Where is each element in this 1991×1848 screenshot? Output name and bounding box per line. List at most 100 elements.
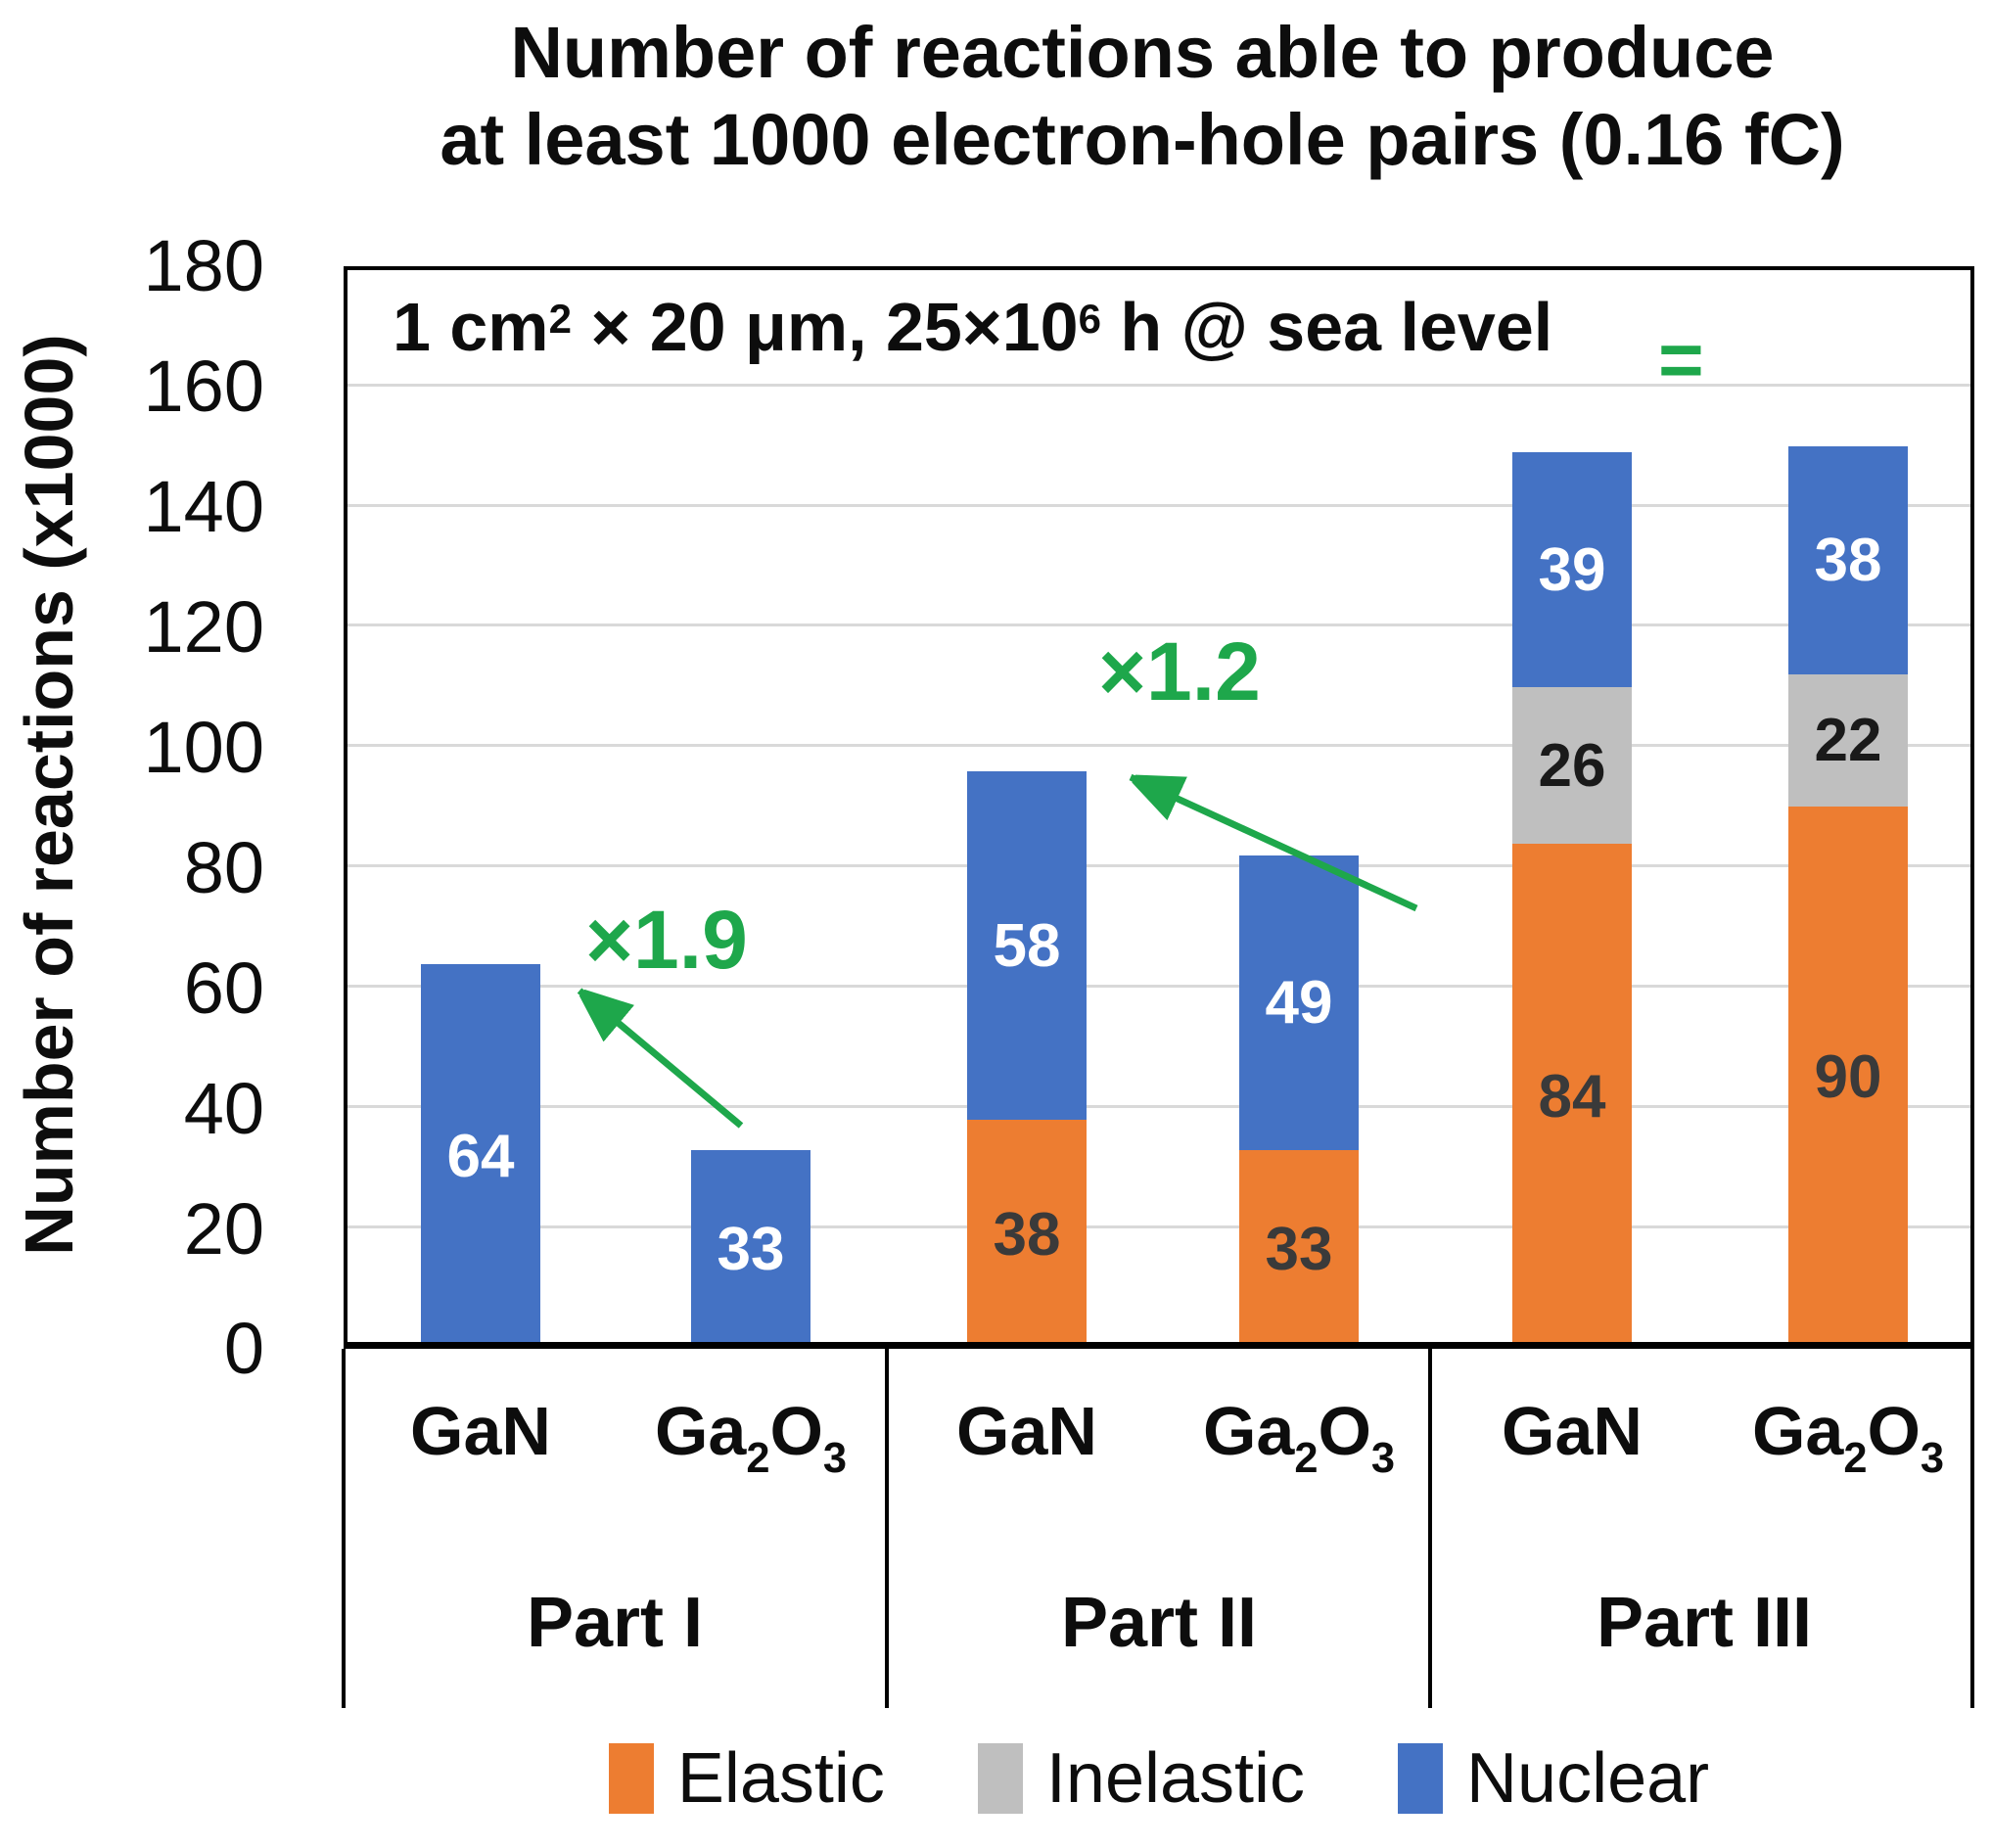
gridline-20 <box>344 1225 1974 1228</box>
y-tick-60: 60 <box>183 947 264 1029</box>
y-tick-80: 80 <box>183 827 264 908</box>
ga2o3-text: O <box>1867 1393 1921 1469</box>
x-axis-divider <box>1970 1349 1974 1708</box>
segment-nuclear: 38 <box>1788 446 1908 674</box>
segment-value-label: 84 <box>1538 1062 1606 1131</box>
x-label-part3-ga2o3: Ga2O3 <box>1721 1382 1975 1482</box>
x-label-part2-ga2o3: Ga2O3 <box>1172 1382 1426 1482</box>
segment-value-label: 38 <box>993 1200 1061 1269</box>
segment-value-label: 90 <box>1814 1043 1882 1111</box>
bar-part2-gan: 58 38 <box>967 771 1087 1349</box>
segment-value-label: 39 <box>1538 535 1606 604</box>
plot-area: 64 33 58 38 49 33 <box>344 266 1974 1349</box>
segment-nuclear: 33 <box>691 1150 810 1349</box>
elastic-swatch-icon <box>608 1743 654 1814</box>
group-label-part2: Part II <box>1060 1584 1258 1662</box>
note-text: h @ sea level <box>1100 289 1553 365</box>
segment-elastic: 38 <box>967 1120 1087 1349</box>
segment-value-label: 38 <box>1814 527 1882 594</box>
note-text: × 20 μm, 25×10 <box>571 289 1079 365</box>
segment-nuclear: 64 <box>421 964 540 1349</box>
plot-border-right <box>1970 266 1974 1349</box>
ga2o3-text: O <box>769 1393 823 1469</box>
x-axis-line <box>344 1342 1974 1349</box>
chart-title-line-1: Number of reactions able to produce <box>510 12 1775 93</box>
segment-inelastic: 26 <box>1512 687 1632 844</box>
gridline-100 <box>344 744 1974 747</box>
gridline-80 <box>344 864 1974 867</box>
note-superscript: 2 <box>548 295 572 342</box>
ga2o3-subscript: 3 <box>1920 1435 1945 1482</box>
plot-border-top <box>344 266 1974 270</box>
ga2o3-subscript: 3 <box>1370 1435 1396 1482</box>
bar-part1-gan: 64 <box>421 964 540 1349</box>
bar-part3-ga2o3: 38 22 90 <box>1788 446 1908 1348</box>
bar-part2-ga2o3: 49 33 <box>1239 855 1359 1349</box>
segment-value-label: 64 <box>446 1123 515 1190</box>
gridline-140 <box>344 504 1974 507</box>
y-axis-title: Number of reactions (x1000) <box>11 334 87 1256</box>
x-axis-divider <box>1428 1349 1432 1708</box>
y-tick-120: 120 <box>143 586 264 668</box>
y-tick-160: 160 <box>143 346 264 427</box>
gridline-40 <box>344 1105 1974 1108</box>
segment-elastic: 33 <box>1239 1150 1359 1349</box>
x-axis-divider <box>342 1349 346 1708</box>
y-tick-100: 100 <box>143 707 264 788</box>
x-axis-divider <box>885 1349 889 1708</box>
multiplier-annotation-part2: ×1.2 <box>1098 625 1261 717</box>
segment-nuclear: 49 <box>1239 855 1359 1150</box>
group-label-part3: Part III <box>1596 1584 1813 1662</box>
segment-elastic: 84 <box>1512 844 1632 1349</box>
ga2o3-text: Ga <box>654 1393 747 1469</box>
legend-item-inelastic: Inelastic <box>977 1738 1306 1819</box>
segment-value-label: 33 <box>1265 1216 1333 1283</box>
ga2o3-subscript: 2 <box>746 1435 770 1482</box>
ga2o3-text: Ga <box>1202 1393 1295 1469</box>
gridline-160 <box>344 384 1974 387</box>
legend: Elastic Inelastic Nuclear <box>344 1738 1974 1819</box>
legend-label-nuclear: Nuclear <box>1466 1739 1710 1818</box>
segment-elastic: 90 <box>1788 807 1908 1348</box>
conditions-note: 1 cm2 × 20 μm, 25×106 h @ sea level <box>393 288 1552 366</box>
chart-title: Number of reactions able to produce at l… <box>294 10 1991 184</box>
segment-value-label: 26 <box>1538 731 1606 800</box>
segment-value-label: 58 <box>993 911 1061 980</box>
y-tick-20: 20 <box>183 1188 264 1270</box>
plot-border-left <box>344 266 347 1349</box>
segment-value-label: 49 <box>1265 969 1333 1037</box>
x-label-part1-ga2o3: Ga2O3 <box>624 1382 878 1482</box>
legend-label-elastic: Elastic <box>676 1739 885 1818</box>
segment-nuclear: 58 <box>967 771 1087 1120</box>
bar-part1-ga2o3: 33 <box>691 1150 810 1349</box>
ga2o3-subscript: 2 <box>1843 1435 1868 1482</box>
group-label-part1: Part I <box>526 1584 704 1662</box>
gridline-60 <box>344 985 1974 988</box>
note-superscript: 6 <box>1078 295 1101 342</box>
legend-item-nuclear: Nuclear <box>1398 1738 1709 1819</box>
legend-label-inelastic: Inelastic <box>1045 1739 1306 1818</box>
note-text: 1 cm <box>393 289 549 365</box>
ga2o3-text: Ga <box>1751 1393 1844 1469</box>
y-tick-0: 0 <box>223 1308 264 1389</box>
x-label-part2-gan: GaN <box>956 1393 1097 1469</box>
x-label-part3-gan: GaN <box>1502 1393 1643 1469</box>
segment-value-label: 33 <box>717 1216 785 1283</box>
inelastic-swatch-icon <box>977 1743 1023 1814</box>
y-tick-40: 40 <box>183 1068 264 1149</box>
segment-inelastic: 22 <box>1788 674 1908 807</box>
segment-value-label: 22 <box>1814 707 1882 774</box>
legend-item-elastic: Elastic <box>608 1738 885 1819</box>
equals-annotation-part3: = <box>1658 316 1704 403</box>
y-tick-180: 180 <box>143 225 264 306</box>
bar-part3-gan: 39 26 84 <box>1512 452 1632 1349</box>
ga2o3-subscript: 3 <box>822 1435 848 1482</box>
chart-title-line-2: at least 1000 electron-hole pairs (0.16 … <box>440 98 1845 180</box>
nuclear-swatch-icon <box>1398 1743 1444 1814</box>
y-tick-140: 140 <box>143 466 264 547</box>
ga2o3-subscript: 2 <box>1294 1435 1319 1482</box>
x-label-part1-gan: GaN <box>410 1393 551 1469</box>
multiplier-annotation-part1: ×1.9 <box>585 894 748 986</box>
segment-nuclear: 39 <box>1512 452 1632 687</box>
